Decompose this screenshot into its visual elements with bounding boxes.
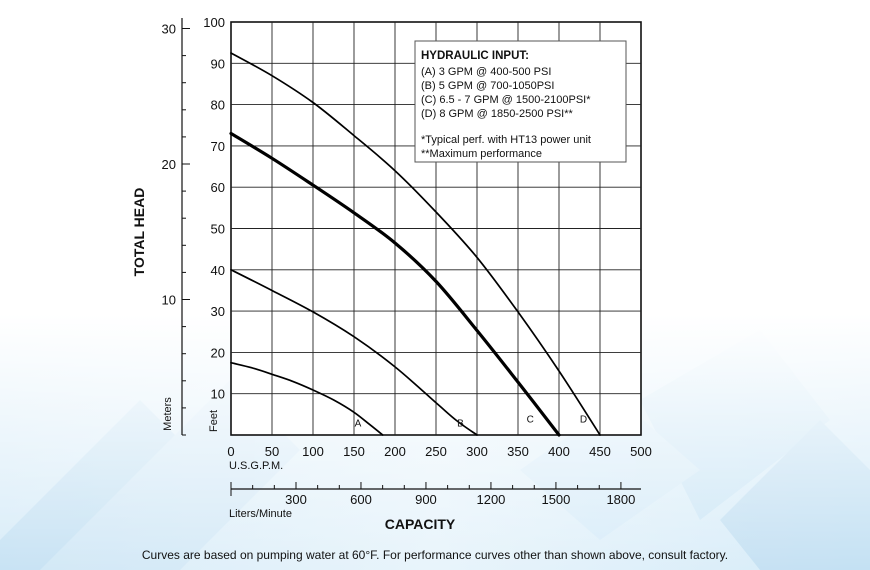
x-tick-label: 100 <box>302 444 324 459</box>
liters-tick-label: 600 <box>350 492 372 507</box>
curve-a <box>230 361 384 436</box>
liters-tick-label: 1500 <box>541 492 570 507</box>
y-tick-label: 90 <box>211 56 225 71</box>
legend-entry-d: (D) 8 GPM @ 1850-2500 PSI** <box>421 108 574 120</box>
curve-label-a: A <box>355 419 362 430</box>
legend-entry-c: (C) 6.5 - 7 GPM @ 1500-2100PSI* <box>421 94 591 106</box>
y-tick-label: 40 <box>211 263 225 278</box>
x-tick-label: 450 <box>589 444 611 459</box>
legend-box <box>414 40 627 163</box>
meters-tick-label: 20 <box>162 157 176 172</box>
curves: A B C D <box>229 52 601 437</box>
y-axis-title: TOTAL HEAD <box>131 188 147 277</box>
legend-title: HYDRAULIC INPUT: <box>421 50 529 62</box>
x-axis-title: CAPACITY <box>385 516 456 532</box>
footer-caption: Curves are based on pumping water at 60°… <box>141 548 729 562</box>
liters-tick-label: 1800 <box>606 492 635 507</box>
x-unit-liters: Liters/Minute <box>229 508 292 520</box>
x-tick-label: 0 <box>227 444 234 459</box>
x-tick-label: 200 <box>384 444 406 459</box>
legend-entry-a: (A) 3 GPM @ 400-500 PSI <box>421 66 551 78</box>
legend-entry-b: (B) 5 GPM @ 700-1050PSI <box>421 80 554 92</box>
meters-tick-label: 30 <box>162 22 176 37</box>
x-tick-label: 250 <box>425 444 447 459</box>
y-unit-feet: Feet <box>208 410 220 432</box>
y-tick-label: 50 <box>211 222 225 237</box>
legend: HYDRAULIC INPUT: (A) 3 GPM @ 400-500 PSI… <box>414 40 627 163</box>
x-unit-gpm: U.S.G.P.M. <box>229 460 283 472</box>
curve-b <box>230 268 478 436</box>
liters-tick-label: 300 <box>285 492 307 507</box>
y-tick-label: 80 <box>211 98 225 113</box>
y-tick-label: 10 <box>211 387 225 402</box>
curve-d <box>230 52 601 436</box>
x-tick-label: 150 <box>343 444 365 459</box>
liters-tick-label: 1200 <box>476 492 505 507</box>
x-ticks: 0 50 100 150 200 250 300 350 400 450 500 <box>227 444 651 459</box>
meters-axis: 10 20 30 <box>162 18 190 436</box>
y-tick-label: 100 <box>203 15 225 30</box>
curve-label-c: C <box>527 415 534 426</box>
y-tick-label: 30 <box>211 304 225 319</box>
liters-tick-label: 900 <box>415 492 437 507</box>
x-tick-label: 500 <box>630 444 652 459</box>
y-tick-label: 70 <box>211 139 225 154</box>
legend-note-maximum: **Maximum performance <box>421 148 542 160</box>
legend-note-typical: *Typical perf. with HT13 power unit <box>421 134 591 146</box>
y-ticks: 10 20 30 40 50 60 70 80 90 100 <box>203 15 225 402</box>
x-tick-label: 50 <box>265 444 279 459</box>
x-tick-label: 350 <box>507 444 529 459</box>
y-tick-label: 60 <box>211 180 225 195</box>
curve-label-d: D <box>580 415 587 426</box>
x-tick-label: 400 <box>548 444 570 459</box>
curve-label-b: B <box>457 419 464 430</box>
y-tick-label: 20 <box>211 345 225 360</box>
liters-axis: 300 600 900 1200 1500 1800 <box>230 482 641 507</box>
x-tick-label: 300 <box>466 444 488 459</box>
meters-tick-label: 10 <box>162 293 176 308</box>
curve-c <box>229 131 561 437</box>
y-unit-meters: Meters <box>162 397 174 431</box>
